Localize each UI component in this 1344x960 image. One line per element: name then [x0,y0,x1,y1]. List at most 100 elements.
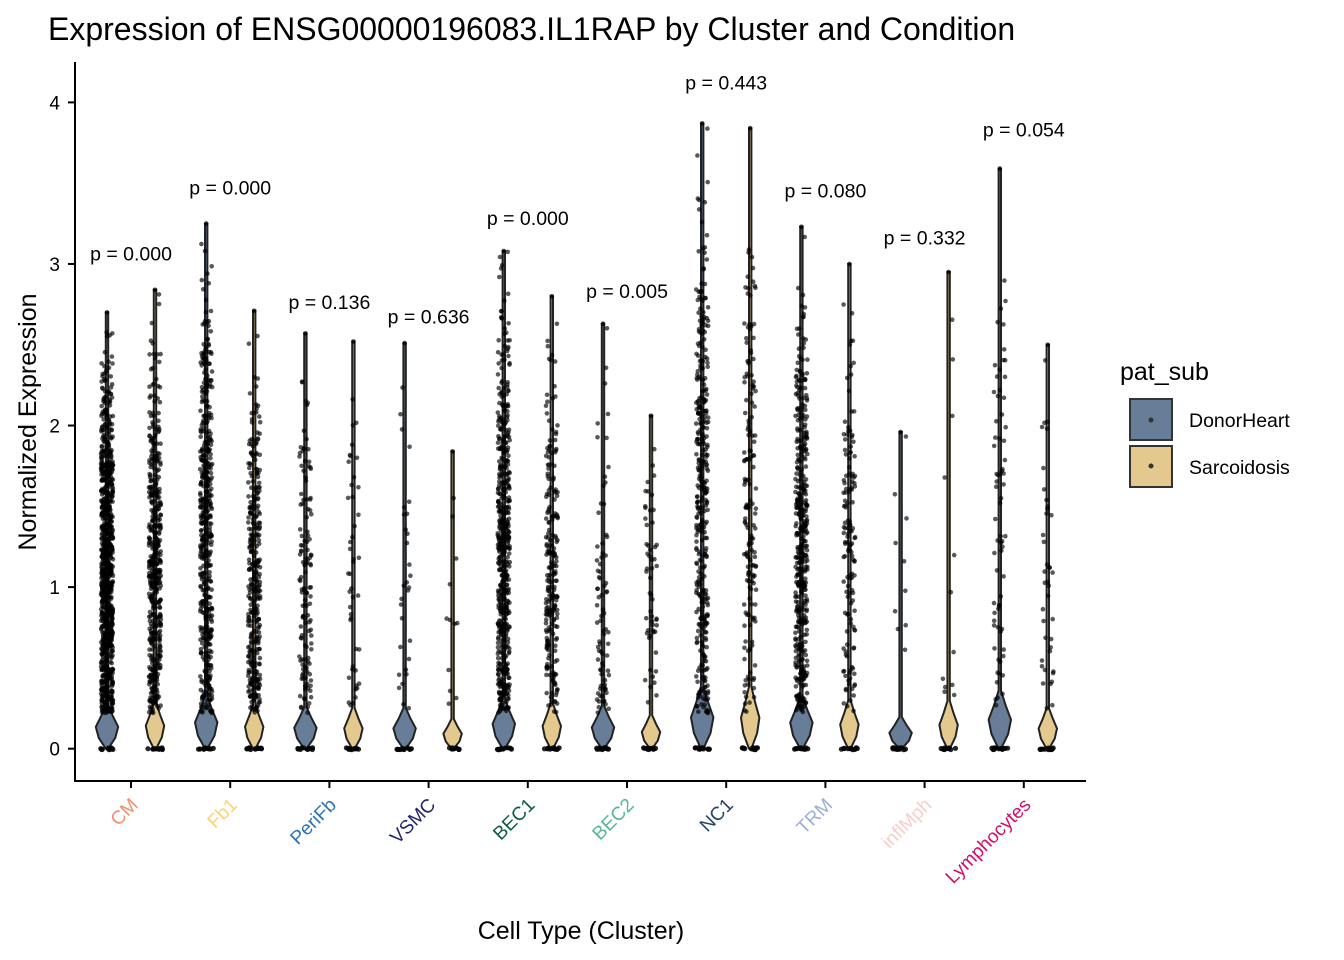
data-point [545,510,550,516]
data-point [158,703,163,708]
data-point [153,472,158,478]
data-point [553,487,558,492]
data-point [701,600,706,605]
data-point [104,658,109,664]
data-point [844,629,850,634]
data-point [550,427,555,432]
data-point [308,594,313,599]
data-point [253,570,259,575]
data-point [1050,616,1055,622]
data-point [156,292,162,297]
data-point [746,677,752,682]
data-point [257,583,262,588]
data-point [304,539,310,545]
data-point [505,380,510,385]
data-point [103,618,108,623]
data-point [206,689,212,695]
data-point [105,674,111,679]
data-point [506,321,511,326]
data-point [198,528,204,533]
data-point [606,464,611,470]
data-point [203,706,209,711]
data-point [354,455,360,461]
data-point [546,418,552,424]
data-point [99,361,104,366]
data-point [149,320,155,326]
data-point [505,599,511,604]
data-point [198,674,203,679]
data-point [110,653,115,658]
data-point [951,692,957,698]
data-point [794,560,800,566]
data-point [848,542,853,548]
data-point [648,684,653,690]
data-point [998,745,1004,752]
data-point [703,490,708,496]
data-point [447,688,453,694]
data-point [250,548,255,553]
data-point [350,423,356,428]
data-point [209,264,214,269]
data-point [109,469,115,475]
data-point [299,533,305,539]
data-point [700,246,706,251]
data-point [199,650,204,656]
data-point [553,571,558,576]
data-point [254,513,259,519]
data-point [256,538,262,543]
data-point [152,611,157,617]
data-point [255,333,260,339]
data-point [753,587,759,592]
data-point [407,562,412,567]
data-point [795,452,801,458]
data-point [700,518,705,523]
data-point [800,414,805,420]
data-point [207,481,213,487]
data-point [796,652,802,657]
data-point [99,379,104,384]
data-point [298,624,304,629]
data-point [546,703,551,708]
data-point [554,446,559,452]
data-point [106,540,112,545]
data-point [158,613,163,618]
data-point [156,570,161,576]
data-point [308,618,313,623]
data-point [694,494,700,500]
data-point [553,429,559,435]
data-point [594,746,600,752]
zero-points [145,745,165,753]
data-point [802,305,808,310]
data-point [750,279,756,285]
data-point [151,477,156,483]
data-point [795,498,800,504]
data-point [399,616,405,621]
data-point [304,497,310,502]
data-point [202,476,207,481]
data-point-max [648,413,654,419]
data-point [102,439,107,445]
data-point [109,620,115,626]
data-point [496,499,501,504]
data-point [552,681,557,686]
data-point [604,589,609,595]
data-point [151,440,157,446]
data-point [595,657,601,662]
data-point [802,385,808,391]
data-point [605,641,611,647]
data-point [496,419,501,424]
data-point [751,746,757,753]
data-point [198,701,204,707]
data-point [106,417,112,423]
data-point [158,623,164,629]
data-point [107,400,112,405]
data-point [151,579,157,585]
data-point [851,645,857,650]
data-point [842,437,848,442]
data-point [98,746,104,752]
data-point [503,505,508,511]
data-point [495,640,501,646]
data-point [205,336,211,342]
data-point [800,550,806,556]
data-point [803,652,809,658]
